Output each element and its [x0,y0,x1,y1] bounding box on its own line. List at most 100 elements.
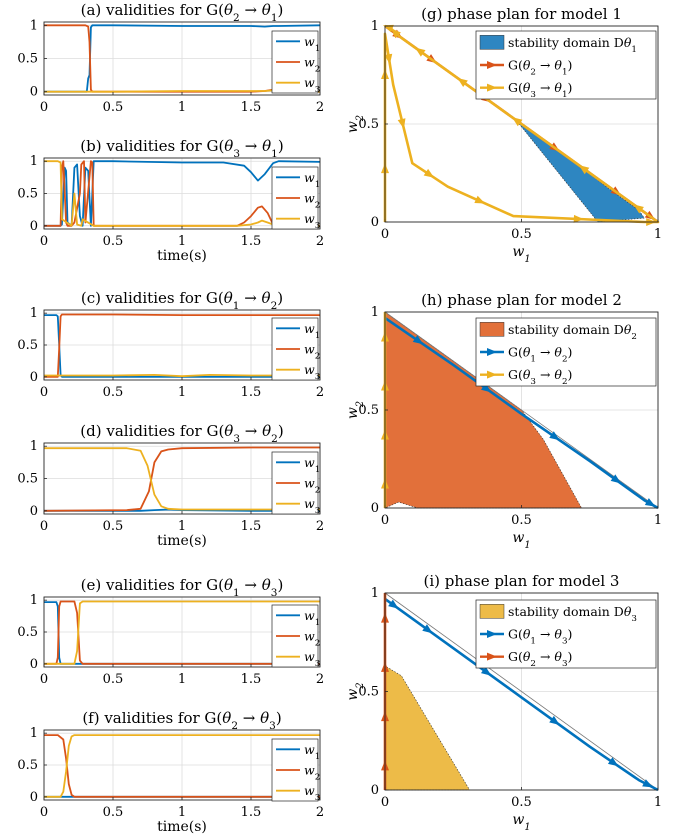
legend-label: w2 [304,629,320,649]
legend-label: w3 [304,211,320,231]
legend-swatch [479,35,505,50]
y-tick-label: 0.5 [17,758,38,773]
y-tick-label: 0 [30,790,38,805]
chart-title: (g) phase plan for model 1 [421,5,622,23]
legend-label: w1 [304,455,320,475]
y-tick-label: 1 [371,19,379,34]
x-tick-label: 0.5 [103,100,124,115]
y-axis-label: w2 [345,401,366,419]
y-tick-label: 0.5 [358,403,379,418]
legend-swatch [479,604,505,619]
y-tick-label: 0.5 [358,685,379,700]
y-tick-label: 0 [371,501,379,516]
series-line-2 [43,446,320,512]
series-marker [573,214,584,223]
series-marker [383,24,394,33]
legend-marker [487,83,497,92]
legend: stability domain Dθ2 G(θ1 → θ2)G(θ3 → θ2) [475,317,657,387]
series-line-3 [44,734,320,798]
y-tick-label: 1 [30,306,38,321]
series-marker [423,168,435,178]
x-axis-label: time(s) [157,248,207,264]
series-marker [397,118,406,129]
legend-label: w2 [304,342,320,362]
y-tick-label: 0.5 [358,117,379,132]
series-line-2 [44,600,320,665]
legend-box [475,30,657,100]
legend-label: G(θ1 → θ3) [508,627,572,647]
x-tick-label: 0 [40,385,48,400]
legend-label: w3 [304,75,320,95]
y-tick-label: 0.5 [17,52,38,67]
x-tick-label: 1 [178,100,186,115]
legend-marker [487,370,497,379]
y-axis-label: w2 [345,115,366,133]
legend-label: w2 [304,55,320,75]
legend-label: w3 [304,362,320,382]
legend-label: w2 [304,763,320,783]
x-tick-label: 0.5 [103,385,124,400]
x-tick-label: 1.5 [241,100,262,115]
series-marker [412,335,424,345]
legend-marker [487,652,497,661]
y-tick-label: 1 [30,154,38,169]
legend-box [475,317,657,387]
x-tick-label: 2 [316,672,324,687]
series-marker [578,165,590,175]
legend-label: G(θ3 → θ1) [508,80,572,100]
legend-label: G(θ2 → θ3) [508,649,572,669]
series-marker [549,431,560,441]
x-tick-label: 0 [40,100,48,115]
panel-h: 0 0.5 1 0 0.5 1 (h) phase plan for model 2 w1 w2… [345,291,662,551]
y-tick-label: 0 [371,215,379,230]
panel-e: 0 0.5 1 1.5 2 0 0.5 1 (e) validities for G(θ1 → … [17,576,324,687]
x-tick-label: 0 [381,795,389,810]
legend-label: w1 [304,321,320,341]
y-tick-label: 0 [30,370,38,385]
y-tick-label: 1 [371,305,379,320]
series-marker [422,624,433,634]
series-marker [388,599,399,609]
x-tick-label: 1 [654,227,662,242]
x-tick-label: 1.5 [241,805,262,820]
x-tick-label: 2 [316,805,324,820]
chart-title: (c) validities for G(θ1 → θ2) [81,289,283,312]
y-tick-label: 0 [30,657,38,672]
x-tick-label: 0 [40,672,48,687]
chart-title: (b) validities for G(θ3 → θ1) [80,137,283,160]
series-marker [474,195,486,204]
x-tick-label: 1.5 [241,672,262,687]
panel-i: 0 0.5 1 0 0.5 1 (i) phase plan for model 3 w1 w2… [345,572,662,833]
x-tick-label: 1 [178,234,186,249]
y-tick-label: 0.5 [17,625,38,640]
x-tick-label: 0 [381,513,389,528]
series-marker [480,666,492,676]
series-line-1 [384,597,659,792]
x-tick-label: 1.5 [241,385,262,400]
series-marker [415,47,426,57]
x-tick-label: 2 [316,234,324,249]
x-tick-label: 0.5 [511,513,532,528]
legend-marker [487,348,497,356]
legend-label: w1 [304,170,320,190]
panel-d: 0 0.5 1 1.5 2 0 0.5 1 (d) validities for G(θ3 → … [17,422,324,549]
legend-label: w1 [304,742,320,762]
x-tick-label: 2 [316,385,324,400]
legend-marker [487,630,497,638]
x-tick-label: 2 [316,519,324,534]
panel-f: 0 0.5 1 1.5 2 0 0.5 1 (f) validities for G(θ2 → … [17,709,324,835]
series-marker [607,757,619,767]
legend-label: w2 [304,191,320,211]
x-axis-label: w1 [512,812,530,833]
simplex-boundary [384,592,659,791]
y-tick-label: 0 [30,219,38,234]
series-line-1 [44,24,321,93]
series-marker [610,474,622,484]
series-line-3 [44,600,320,665]
y-tick-label: 1 [30,726,38,741]
x-tick-label: 0 [381,227,389,242]
